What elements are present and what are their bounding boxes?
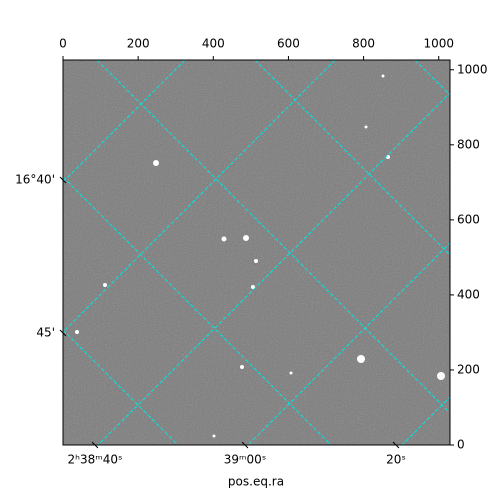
y-tick-label: 800 <box>457 137 480 151</box>
wcs-x-tick-label: 39ᵐ00ˢ <box>224 453 267 467</box>
x-axis-label: pos.eq.ra <box>228 475 284 489</box>
y-tick-label: 600 <box>457 212 480 226</box>
x-tick-label: 600 <box>277 37 300 51</box>
x-tick-label: 200 <box>127 37 150 51</box>
x-tick-label: 1000 <box>423 37 454 51</box>
y-tick-label: 400 <box>457 287 480 301</box>
x-tick-label: 0 <box>59 37 67 51</box>
wcs-y-tick <box>59 329 67 337</box>
coordinate-grid <box>63 60 450 445</box>
y-tick-label: 200 <box>457 362 480 376</box>
stars <box>75 74 445 438</box>
x-tick-label: 400 <box>202 37 225 51</box>
wcs-y-tick <box>59 176 67 184</box>
y-tick-label: 0 <box>457 438 465 452</box>
wcs-x-tick-label: 2ʰ38ᵐ40ˢ <box>68 453 123 467</box>
wcs-y-tick-label: 16°40' <box>15 173 55 187</box>
wcs-x-tick-label: 20ˢ <box>386 453 406 467</box>
image-noise <box>63 60 450 445</box>
x-tick-label: 800 <box>352 37 375 51</box>
wcs-x-tick <box>241 441 249 449</box>
wcs-x-tick <box>91 441 99 449</box>
wcs-y-tick-label: 45' <box>36 326 55 340</box>
plot-frame <box>62 59 451 446</box>
wcs-x-tick <box>392 441 400 449</box>
y-tick-label: 1000 <box>457 62 488 76</box>
